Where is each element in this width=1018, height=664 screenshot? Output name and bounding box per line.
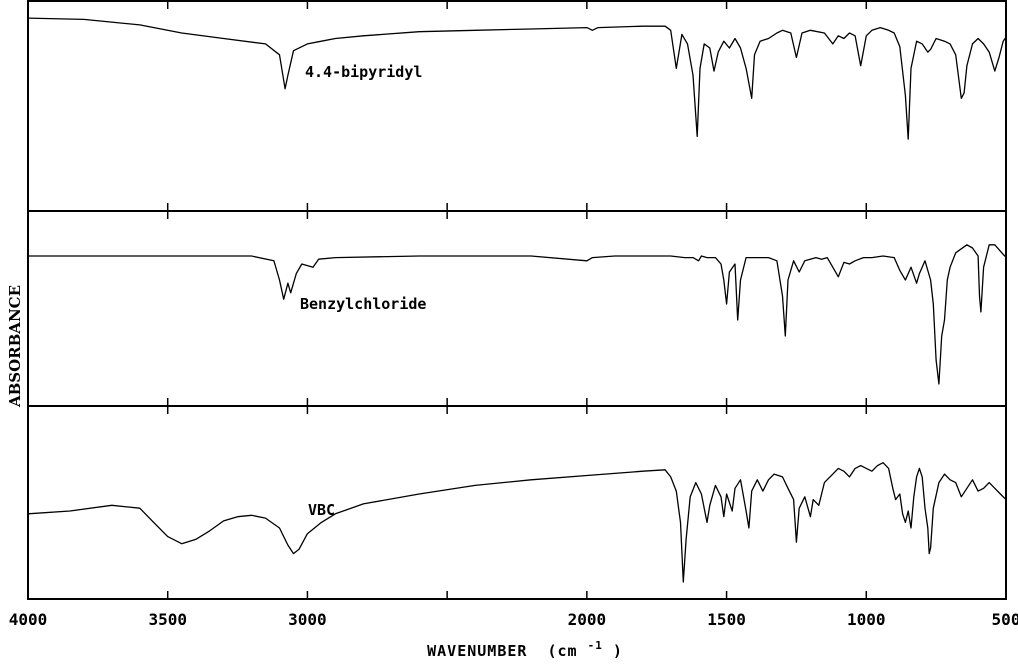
series-labels: 4.4-bipyridyl Benzylchloride VBC bbox=[300, 63, 426, 519]
x-tick-label: 2000 bbox=[568, 610, 607, 629]
x-axis-unit-base: (cm bbox=[547, 642, 577, 660]
spectrum-line-3 bbox=[27, 462, 1007, 583]
x-tick-label: 3500 bbox=[148, 610, 187, 629]
y-axis-title: ABSORBANCE bbox=[6, 285, 24, 408]
x-tick-label: 1500 bbox=[707, 610, 746, 629]
spectrum-line-2 bbox=[28, 244, 1007, 385]
x-axis-ticks bbox=[27, 1, 1007, 599]
spectrum-line-1 bbox=[27, 17, 1007, 140]
plot-frame bbox=[27, 0, 1007, 600]
x-tick-label: 1000 bbox=[847, 610, 886, 629]
x-axis-unit-exponent: -1 bbox=[588, 639, 603, 652]
x-axis-unit-close: ) bbox=[613, 642, 623, 660]
spectra-lines bbox=[27, 17, 1007, 583]
series-label-3: VBC bbox=[308, 501, 335, 519]
x-axis-title-text: WAVENUMBER bbox=[427, 642, 527, 660]
series-label-2: Benzylchloride bbox=[300, 295, 426, 313]
x-axis-tick-labels: 4000 3500 3000 2000 1500 1000 500 bbox=[9, 610, 1018, 629]
x-tick-label: 500 bbox=[992, 610, 1018, 629]
x-tick-label: 4000 bbox=[9, 610, 48, 629]
series-label-1: 4.4-bipyridyl bbox=[305, 63, 422, 81]
x-tick-label: 3000 bbox=[288, 610, 327, 629]
x-axis-title: WAVENUMBER (cm -1 ) bbox=[427, 635, 623, 660]
